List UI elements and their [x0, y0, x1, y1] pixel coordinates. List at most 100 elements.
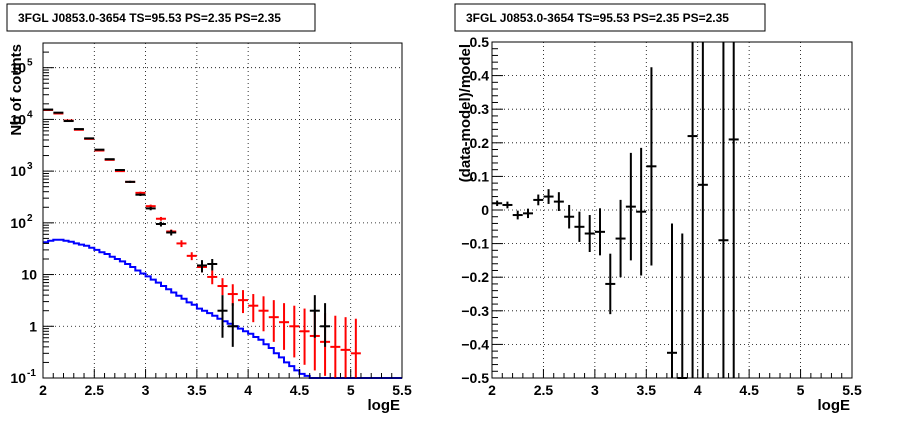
left-y-tick-label: 10	[10, 215, 26, 231]
left-black-point	[196, 260, 207, 273]
right-y-tick-label: −0.4	[461, 336, 489, 352]
left-red-point	[299, 308, 310, 365]
right-residual-point	[615, 199, 626, 278]
left-red-point	[268, 300, 279, 342]
left-red-point	[176, 240, 187, 248]
left-x-tick-label: 3.5	[187, 382, 207, 398]
left-y-tick-exponent: -1	[27, 368, 36, 379]
left-x-tick-label: 2.5	[85, 382, 105, 398]
left-x-tick-label: 4	[244, 382, 252, 398]
right-x-tick-label: 3	[591, 382, 599, 398]
right-y-tick-label: 0.1	[470, 168, 490, 184]
right-x-tick-label: 2	[488, 382, 496, 398]
left-panel: 3FGL J0853.0-3654 TS=95.53 PS=2.35 PS=2.…	[6, 3, 412, 414]
left-red-point	[238, 290, 249, 314]
right-y-tick-label: 0.2	[470, 135, 490, 151]
right-residual-point	[523, 208, 533, 219]
right-y-tick-label: 0.4	[470, 68, 490, 84]
right-residual-point	[625, 152, 636, 261]
right-x-tick-label: 2.5	[534, 382, 554, 398]
left-y-tick-label: 10	[10, 370, 26, 386]
right-residual-point	[667, 223, 677, 378]
left-red-point	[258, 296, 269, 332]
left-black-point	[166, 229, 177, 236]
right-y-tick-label: 0.3	[470, 101, 490, 117]
right-axes: 2 2.5 3 3.5 4 4.5 5 5.5 −0.5 −0.4 −0.3 −0.2 −0.1 0 0.1…	[461, 34, 862, 398]
right-residual-point	[636, 147, 647, 276]
left-title-box	[6, 3, 316, 32]
right-y-tick-label: −0.5	[461, 370, 489, 386]
left-black-point	[207, 258, 218, 271]
left-x-tick-label: 2	[39, 382, 47, 398]
left-black-point	[53, 111, 64, 114]
right-residual-point	[677, 233, 688, 379]
right-x-tick-label: 5.5	[842, 382, 862, 398]
right-x-tick-label: 4	[694, 382, 702, 398]
left-red-point	[186, 252, 197, 261]
right-x-tick-label: 4.5	[739, 382, 759, 398]
right-residual-point	[718, 42, 729, 378]
right-x-tick-label: 3.5	[637, 382, 657, 398]
left-x-axis-label: logE	[368, 397, 401, 414]
left-black-point	[145, 206, 156, 211]
left-red-point	[330, 315, 341, 378]
left-y-tick-label: 1	[29, 318, 37, 334]
left-red-point	[289, 305, 300, 358]
left-black-point	[217, 295, 228, 338]
left-y-tick-exponent: 3	[27, 161, 33, 172]
left-x-tick-label: 5	[347, 382, 355, 398]
right-residual-point	[543, 189, 554, 204]
left-red-point	[217, 278, 228, 296]
right-residual-point	[595, 208, 605, 256]
right-residual-point	[553, 192, 564, 212]
left-black-point	[73, 128, 84, 131]
right-chart-title: 3FGL J0853.0-3654 TS=95.53 PS=2.35 PS=2.…	[466, 11, 729, 25]
right-residual-point	[584, 215, 595, 252]
right-residual-point	[697, 42, 708, 378]
right-residual-point	[502, 201, 513, 209]
left-black-point	[125, 180, 136, 183]
left-y-axis-label: Nb of counts	[8, 44, 25, 136]
right-residual-point	[564, 204, 575, 229]
left-x-tick-label: 5.5	[392, 382, 412, 398]
left-red-point	[340, 317, 351, 378]
left-black-point	[320, 303, 331, 347]
left-chart-title: 3FGL J0853.0-3654 TS=95.53 PS=2.35 PS=2.…	[18, 11, 281, 25]
left-black-point	[63, 120, 74, 123]
left-y-tick-label: 10	[10, 111, 26, 127]
left-x-tick-label: 4.5	[290, 382, 310, 398]
right-y-tick-label: −0.1	[461, 236, 489, 252]
left-red-point	[227, 284, 238, 306]
left-black-points	[43, 108, 331, 347]
left-red-point	[207, 270, 218, 285]
right-title-box	[454, 3, 766, 32]
right-x-axis-label: logE	[818, 397, 851, 414]
left-y-tick-exponent: 2	[27, 213, 33, 224]
right-residual-point	[574, 211, 585, 242]
left-black-point	[227, 303, 238, 347]
left-y-tick-label: 10	[21, 267, 37, 283]
right-residual-point	[533, 194, 544, 206]
left-model-histogram-line	[43, 238, 402, 379]
left-black-point	[43, 108, 54, 111]
right-y-axis-label: (data-model)/model	[457, 44, 474, 182]
left-y-tick-exponent: 4	[27, 109, 33, 120]
right-y-tick-label: 0.5	[470, 34, 490, 50]
left-black-point	[155, 221, 166, 227]
right-panel: 3FGL J0853.0-3654 TS=95.53 PS=2.35 PS=2.…	[454, 3, 862, 414]
left-red-point	[248, 294, 259, 323]
right-residual-points	[492, 42, 739, 379]
left-red-point	[350, 318, 361, 378]
left-red-points	[43, 108, 361, 378]
right-x-tick-label: 5	[797, 382, 805, 398]
left-y-tick-exponent: 5	[27, 58, 33, 69]
right-residual-point	[687, 42, 698, 378]
left-black-point	[104, 158, 115, 161]
right-y-tick-label: 0	[481, 202, 489, 218]
right-residual-point	[512, 210, 523, 220]
right-residual-point	[728, 42, 739, 378]
left-y-tick-label: 10	[10, 163, 26, 179]
left-black-point	[309, 295, 320, 338]
